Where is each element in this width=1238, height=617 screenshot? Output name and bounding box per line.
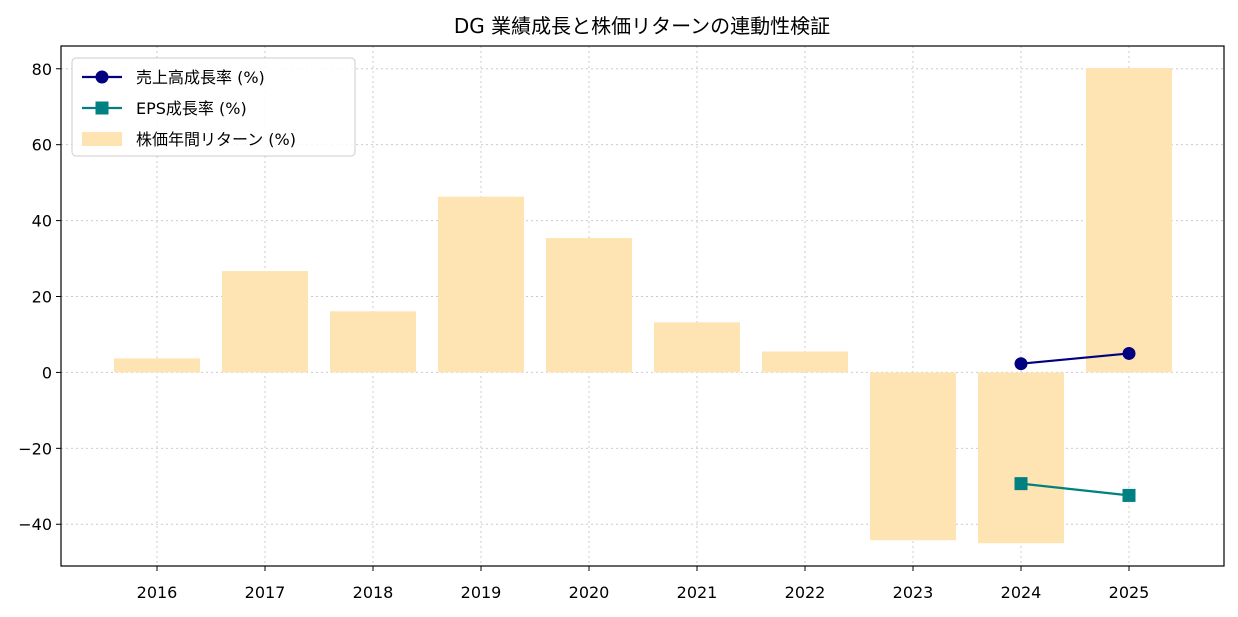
legend-label: EPS成長率 (%) [136, 99, 247, 118]
bar-2018 [330, 311, 416, 373]
x-tick-label: 2019 [461, 583, 502, 602]
x-tick-label: 2020 [569, 583, 610, 602]
x-tick-label: 2023 [893, 583, 934, 602]
legend-label: 株価年間リターン (%) [136, 130, 296, 149]
x-tick-label: 2022 [785, 583, 826, 602]
y-tick-label: 60 [32, 136, 52, 155]
x-tick-label: 2018 [353, 583, 394, 602]
legend-marker [95, 101, 109, 115]
x-tick-label: 2016 [137, 583, 178, 602]
legend: 売上高成長率 (%) EPS成長率 (%) 株価年間リターン (%) [71, 57, 356, 157]
series-line-1 [1020, 482, 1130, 497]
point-0-2025 [1122, 346, 1136, 360]
point-1-2024 [1014, 477, 1028, 491]
line-layer [1014, 346, 1136, 502]
x-tick-label: 2021 [677, 583, 718, 602]
legend-box [71, 57, 356, 157]
bar-2025 [1086, 68, 1172, 373]
legend-swatch-bar [82, 132, 122, 146]
bar-2020 [546, 238, 632, 373]
y-tick-label: 0 [42, 363, 52, 382]
chart-title: DG 業績成長と株価リターンの連動性検証 [454, 14, 830, 38]
legend-marker [95, 70, 109, 84]
bar-layer [114, 68, 1172, 544]
x-tick-label: 2024 [1001, 583, 1042, 602]
bar-2023 [870, 372, 956, 541]
x-tick-label: 2025 [1109, 583, 1150, 602]
y-tick-label: 80 [32, 60, 52, 79]
bar-2016 [114, 358, 200, 373]
x-tick-label: 2017 [245, 583, 286, 602]
legend-label: 売上高成長率 (%) [136, 68, 265, 87]
bar-2021 [654, 322, 740, 373]
y-tick-label: 20 [32, 288, 52, 307]
plot-frame [60, 45, 1225, 567]
axis-layer: −40 −20 0 20 40 60 80 2016 2017 2018 2019 2020 2021 2… [18, 45, 1225, 602]
point-0-2024 [1014, 357, 1028, 371]
y-tick-label: −40 [18, 515, 52, 534]
y-tick-label: −20 [18, 439, 52, 458]
y-tick-label: 40 [32, 212, 52, 231]
bar-2019 [438, 196, 524, 373]
series-line-0 [1020, 352, 1130, 365]
bar-2022 [762, 351, 848, 373]
bar-2017 [222, 271, 308, 373]
bar-2024 [978, 372, 1064, 544]
point-1-2025 [1122, 488, 1136, 502]
